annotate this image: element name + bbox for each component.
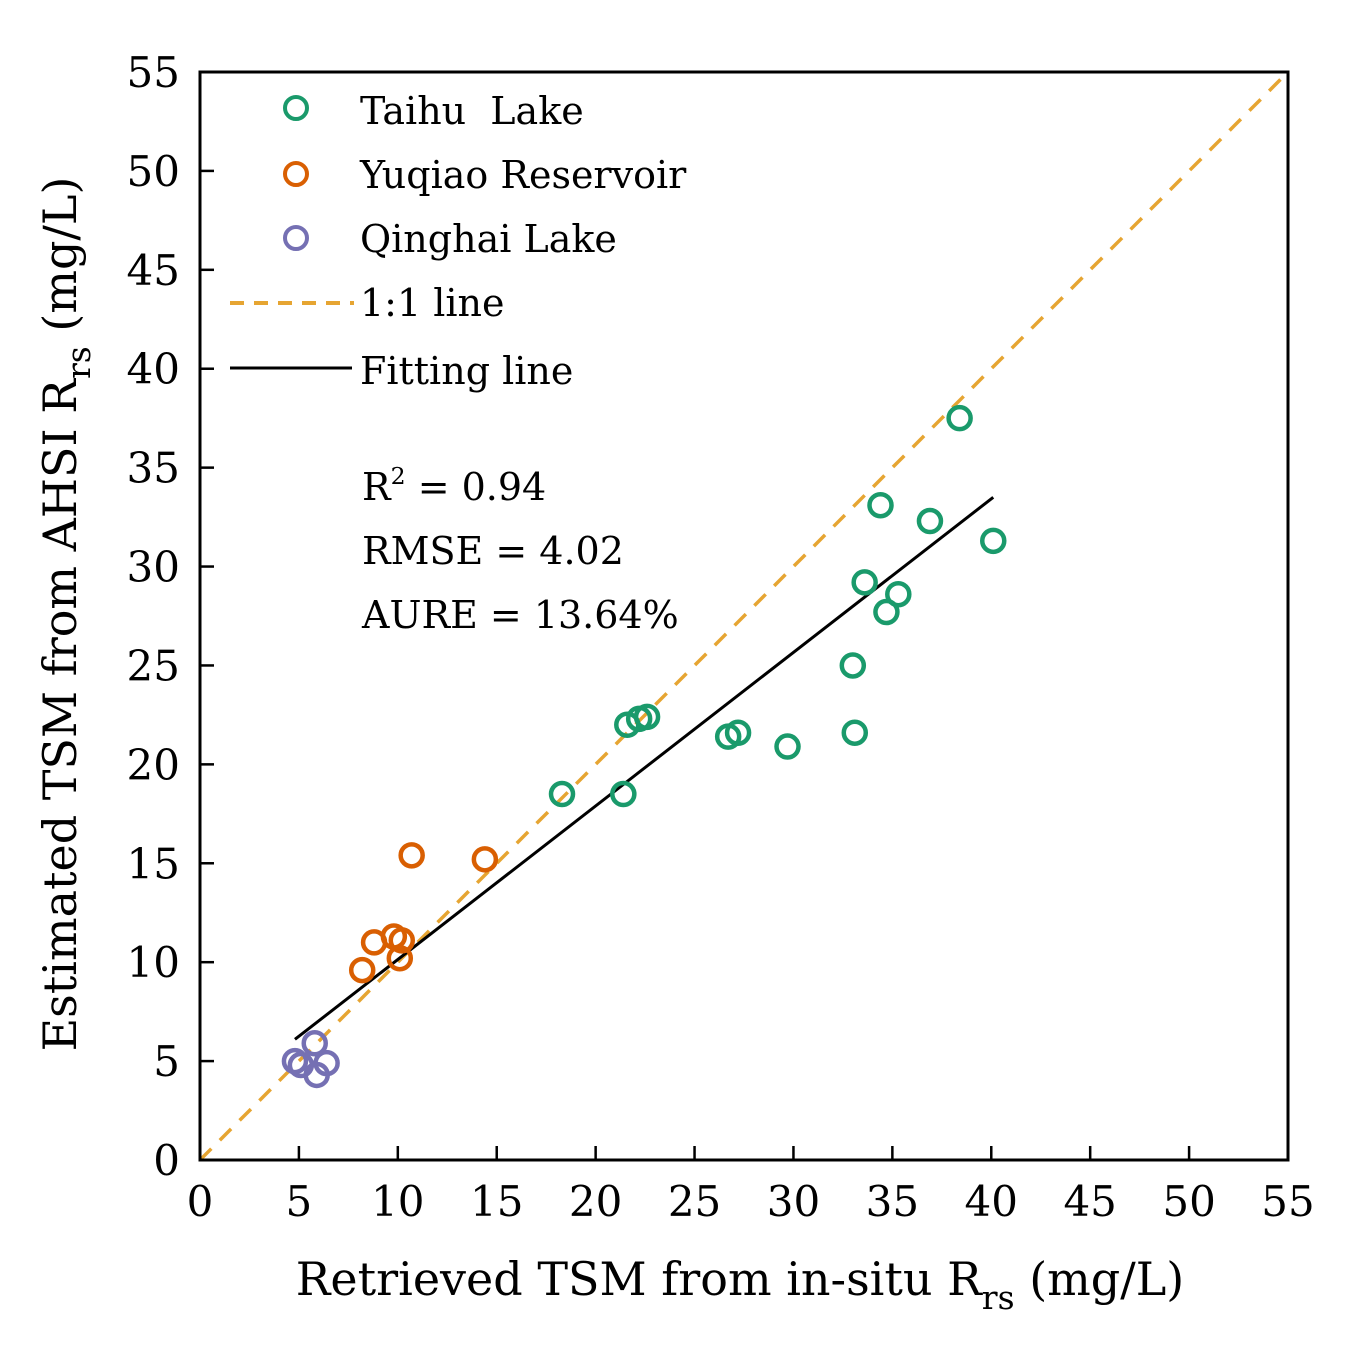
- y-tick-label: 55: [127, 48, 180, 97]
- y-axis-ticks: 0 5 10 15 20 25 30 35 40 45 50 55: [127, 48, 214, 1185]
- y-tick-label: 45: [127, 246, 180, 295]
- legend-marker-yuqiao: [283, 161, 309, 187]
- fitting-line: [294, 496, 995, 1041]
- y-tick-label: 10: [127, 938, 180, 987]
- data-points: [281, 404, 1007, 1089]
- legend-label-taihu: Taihu Lake: [360, 89, 584, 133]
- legend-label-qinghai: Qinghai Lake: [360, 217, 617, 261]
- legend-marker-qinghai: [283, 225, 309, 251]
- data-point-taihu: [839, 652, 867, 679]
- y-tick-label: 5: [153, 1037, 180, 1086]
- data-point-taihu: [980, 527, 1007, 555]
- y-tick-label: 15: [127, 839, 180, 888]
- x-tick-label: 45: [1063, 1177, 1116, 1226]
- x-tick-label: 15: [470, 1177, 523, 1226]
- data-point-taihu: [946, 404, 973, 432]
- data-point-taihu: [873, 598, 900, 626]
- data-point-yuqiao: [388, 927, 416, 954]
- r-squared-text: R2 = 0.94: [362, 462, 546, 509]
- plot-frame: [198, 70, 1290, 1162]
- x-axis-title: Retrieved TSM from in-situ Rrs (mg/L): [296, 1252, 1184, 1317]
- data-point-taihu: [867, 491, 894, 519]
- data-point-qinghai: [301, 1030, 328, 1057]
- x-tick-label: 5: [286, 1177, 313, 1226]
- x-tick-label: 35: [866, 1177, 919, 1226]
- legend-label-one-to-one: 1:1 line: [360, 281, 505, 325]
- data-point-taihu: [851, 569, 878, 596]
- data-point-yuqiao: [398, 842, 425, 869]
- one-to-one-line: [198, 70, 1290, 1162]
- legend-label-fitting: Fitting line: [360, 349, 573, 393]
- data-point-taihu: [885, 580, 912, 608]
- legend: Taihu Lake Yuqiao Reservoir Qinghai Lake…: [230, 89, 687, 393]
- x-tick-label: 10: [371, 1177, 424, 1226]
- y-tick-label: 35: [127, 444, 180, 493]
- data-point-taihu: [633, 703, 661, 731]
- y-tick-label: 50: [127, 147, 180, 196]
- data-point-taihu: [841, 719, 869, 746]
- y-tick-label: 30: [127, 543, 180, 592]
- data-point-yuqiao: [386, 944, 414, 972]
- data-point-taihu: [774, 733, 801, 760]
- y-tick-label: 40: [127, 345, 180, 394]
- x-tick-label: 50: [1162, 1177, 1215, 1226]
- y-axis-title: Estimated TSM from AHSI Rrs (mg/L): [33, 177, 98, 1052]
- data-point-qinghai: [303, 1061, 330, 1089]
- data-point-yuqiao: [348, 956, 376, 984]
- aure-text: AURE = 13.64%: [361, 593, 679, 637]
- x-tick-label: 55: [1261, 1177, 1314, 1226]
- x-tick-label: 20: [569, 1177, 622, 1226]
- x-axis-ticks: 0 5 10 15 20 25 30 35 40 45 50 55: [187, 1146, 1315, 1226]
- data-point-taihu: [548, 780, 576, 808]
- x-tick-label: 25: [668, 1177, 721, 1226]
- x-tick-label: 40: [965, 1177, 1018, 1226]
- data-point-taihu: [724, 719, 752, 746]
- legend-label-yuqiao: Yuqiao Reservoir: [359, 153, 687, 197]
- legend-marker-taihu: [283, 95, 309, 121]
- stats-annotation: R2 = 0.94 RMSE = 4.02 AURE = 13.64%: [361, 462, 679, 637]
- x-tick-label: 30: [767, 1177, 820, 1226]
- x-tick-label: 0: [187, 1177, 214, 1226]
- rmse-text: RMSE = 4.02: [362, 529, 624, 573]
- y-tick-label: 20: [127, 740, 180, 789]
- y-tick-label: 25: [127, 641, 180, 690]
- data-point-taihu: [916, 507, 944, 535]
- data-point-taihu: [610, 780, 637, 808]
- y-tick-label: 0: [153, 1136, 180, 1185]
- data-point-yuqiao: [471, 846, 499, 873]
